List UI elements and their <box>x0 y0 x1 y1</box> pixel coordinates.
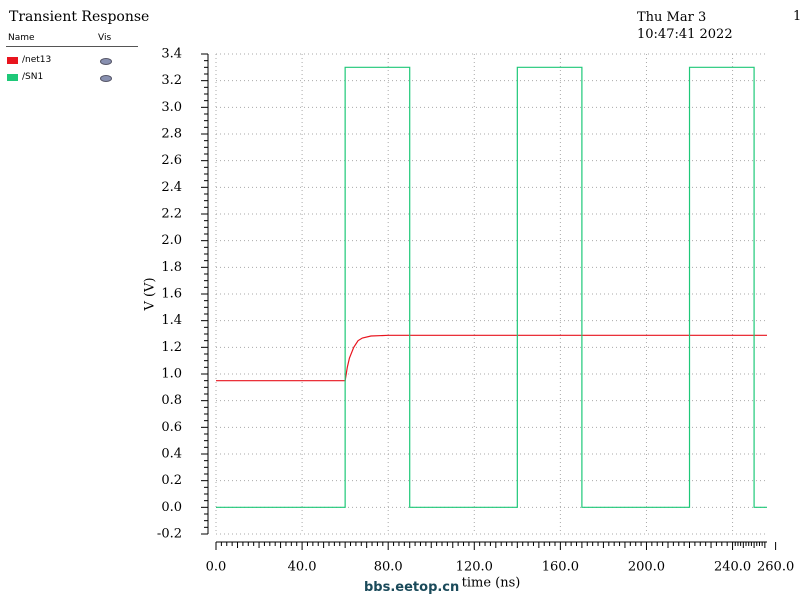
y-axis-label: V (V) <box>143 277 158 311</box>
x-tick-label: 200.0 <box>628 560 665 575</box>
legend-swatch <box>7 74 18 81</box>
y-tick-label: 1.6 <box>161 287 182 302</box>
y-tick-label: 3.4 <box>161 47 182 62</box>
x-tick-label: 160.0 <box>542 560 579 575</box>
y-tick-label: 1.0 <box>161 367 182 382</box>
visibility-icon[interactable] <box>100 75 112 82</box>
legend-label: /SN1 <box>22 72 44 82</box>
x-tick-label: 260.0 <box>757 560 794 575</box>
y-tick-label: 0.8 <box>161 393 182 408</box>
y-tick-label: 2.8 <box>161 127 182 142</box>
y-tick-label: 2.2 <box>161 207 182 222</box>
y-tick-label: 0.4 <box>161 447 182 462</box>
y-tick-label: 1.4 <box>161 313 182 328</box>
legend-header: Vis <box>98 33 112 43</box>
x-tick-label: 120.0 <box>456 560 493 575</box>
x-tick-label: 240.0 <box>714 560 751 575</box>
x-tick-label: 40.0 <box>288 560 317 575</box>
y-tick-label: 2.0 <box>161 233 182 248</box>
x-tick-label: 0.0 <box>206 560 227 575</box>
y-tick-label: 0.0 <box>161 500 182 515</box>
x-tick-label: 80.0 <box>374 560 403 575</box>
legend-header: Name <box>8 33 35 43</box>
title: Transient Response <box>9 9 150 25</box>
y-tick-label: -0.2 <box>157 527 182 542</box>
series-line <box>216 66 767 508</box>
legend-rule <box>6 46 138 47</box>
x-axis-label: time (ns) <box>462 576 521 591</box>
series-line <box>216 334 767 382</box>
y-tick-label: 2.6 <box>161 153 182 168</box>
y-tick-label: 1.2 <box>161 340 182 355</box>
y-tick-label: 3.2 <box>161 73 182 88</box>
visibility-icon[interactable] <box>100 58 112 65</box>
page-number: 1 <box>793 9 800 24</box>
legend-label: /net13 <box>22 55 52 65</box>
y-tick-label: 1.8 <box>161 260 182 275</box>
watermark: bbs.eetop.cn <box>364 580 460 595</box>
y-tick-label: 3.0 <box>161 100 182 115</box>
y-tick-label: 2.4 <box>161 180 182 195</box>
timestamp: Thu Mar 3 10:47:41 2022 <box>637 10 733 42</box>
legend-swatch <box>7 57 18 64</box>
y-tick-label: 0.6 <box>161 420 182 435</box>
y-tick-label: 0.2 <box>161 473 182 488</box>
